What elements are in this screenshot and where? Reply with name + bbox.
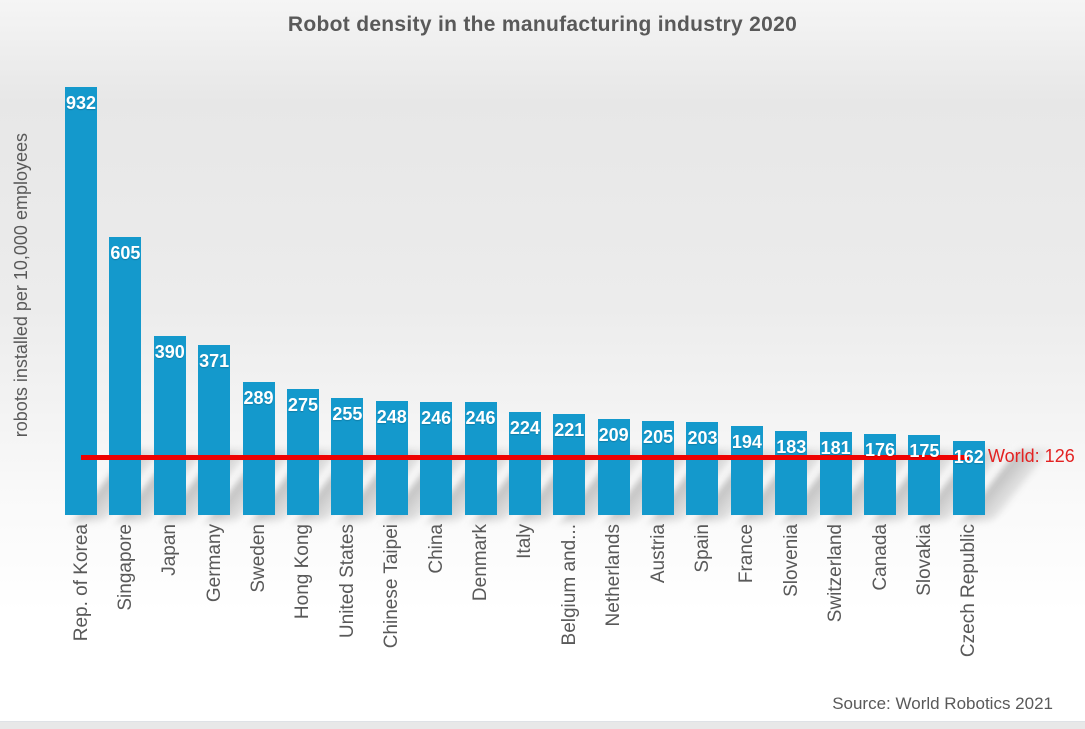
x-axis-label: Austria	[642, 524, 674, 710]
bar: 932	[65, 87, 97, 515]
x-axis-label-text: Chinese Taipei	[381, 524, 403, 649]
x-axis-label: Spain	[686, 524, 718, 710]
x-axis-label: Chinese Taipei	[376, 524, 408, 710]
bar-value-label: 175	[909, 441, 940, 461]
x-axis-label: Singapore	[109, 524, 141, 710]
x-axis-label: Japan	[154, 524, 186, 710]
bar-value-label: 209	[598, 425, 629, 445]
bar: 181	[819, 432, 852, 515]
plot-area: 932 605 390 371 289 275 255 248 246 246 224 221 209 2…	[65, 87, 985, 515]
bar-value-label: 932	[65, 93, 97, 113]
x-axis-label: Netherlands	[598, 524, 630, 710]
x-axis-label-text: Switzerland	[825, 524, 847, 623]
x-axis-label-text: Canada	[869, 524, 891, 591]
bar: 183	[775, 431, 808, 515]
bar-value-label: 255	[332, 404, 363, 424]
bar-value-label: 246	[465, 408, 496, 428]
x-axis-label-text: Spain	[691, 524, 713, 573]
x-axis-label: Sweden	[243, 524, 275, 710]
bar: 176	[864, 434, 897, 515]
bar: 605	[109, 237, 142, 515]
bar-value-label: 203	[687, 428, 718, 448]
x-axis-label: Switzerland	[820, 524, 852, 710]
y-axis-title: robots installed per 10,000 employees	[4, 85, 38, 485]
x-axis-label-text: France	[736, 524, 758, 584]
y-axis-title-text: robots installed per 10,000 employees	[10, 132, 31, 438]
bar-value-label: 194	[731, 432, 762, 452]
bar-value-label: 371	[199, 351, 230, 371]
x-axis-label-text: Czech Republic	[958, 524, 980, 658]
x-axis-label: Canada	[864, 524, 896, 710]
x-axis-label-text: Germany	[203, 524, 225, 603]
x-axis-label-text: China	[425, 524, 447, 574]
x-axis-label-text: Belgium and...	[558, 524, 580, 646]
bar-value-label: 183	[776, 437, 807, 457]
x-axis-label-text: Hong Kong	[292, 524, 314, 620]
x-axis-labels: Rep. of Korea Singapore Japan Germany Sweden…	[65, 524, 985, 710]
world-average-reference-line	[81, 454, 969, 460]
x-axis-label-text: Netherlands	[603, 524, 625, 627]
window-bottom-edge	[0, 721, 1085, 729]
bar-value-label: 181	[820, 438, 851, 458]
x-axis-label: France	[731, 524, 763, 710]
bar: 221	[553, 414, 586, 515]
x-axis-label-text: United States	[336, 524, 358, 639]
bar-value-label: 205	[643, 427, 674, 447]
bar-value-label: 224	[509, 418, 540, 438]
world-average-label: World: 126	[988, 446, 1075, 466]
bar-value-label: 248	[376, 407, 407, 427]
x-axis-label-text: Singapore	[114, 524, 136, 611]
bar: 371	[198, 345, 231, 515]
bar-series: 932 605 390 371 289 275 255 248 246 246 224 221 209 2…	[65, 87, 985, 515]
x-axis-label-text: Rep. of Korea	[70, 524, 92, 642]
bar-value-label: 289	[243, 388, 274, 408]
bar-value-label: 390	[154, 342, 185, 362]
x-axis-label: Slovenia	[775, 524, 807, 710]
x-axis-label: Rep. of Korea	[65, 524, 97, 710]
chart-title: Robot density in the manufacturing indus…	[287, 13, 798, 36]
x-axis-label-text: Slovakia	[913, 524, 935, 596]
x-axis-label: Germany	[198, 524, 230, 710]
bar: 162	[952, 441, 985, 515]
bar-value-label: 275	[287, 395, 318, 415]
bar: 390	[153, 336, 186, 515]
x-axis-label: Denmark	[465, 524, 497, 710]
bar: 203	[686, 422, 719, 515]
x-axis-label-text: Austria	[647, 524, 669, 584]
bar: 224	[508, 412, 541, 515]
x-axis-label-text: Sweden	[248, 524, 270, 593]
x-axis-label: Slovakia	[908, 524, 940, 710]
bar-value-label: 605	[110, 243, 141, 263]
x-axis-label-text: Japan	[159, 524, 181, 576]
x-axis-label: Czech Republic	[953, 524, 985, 710]
bar-value-label: 162	[953, 447, 984, 467]
x-axis-label: Italy	[509, 524, 541, 710]
bar: 289	[242, 382, 275, 515]
bar: 205	[642, 421, 675, 515]
x-axis-label: United States	[331, 524, 363, 710]
bar: 275	[286, 389, 319, 515]
source-attribution: Source: World Robotics 2021	[832, 694, 1053, 713]
x-axis-label: Hong Kong	[287, 524, 319, 710]
bar-value-label: 176	[865, 440, 896, 460]
bar: 194	[730, 426, 763, 515]
bar: 209	[597, 419, 630, 515]
bar: 175	[908, 435, 941, 515]
x-axis-label: Belgium and...	[553, 524, 585, 710]
x-axis-label: China	[420, 524, 452, 710]
x-axis-label-text: Slovenia	[780, 524, 802, 597]
bar-value-label: 221	[554, 420, 585, 440]
bar-value-label: 246	[421, 408, 452, 428]
x-axis-label-text: Denmark	[470, 524, 492, 602]
x-axis-label-text: Italy	[514, 524, 536, 559]
